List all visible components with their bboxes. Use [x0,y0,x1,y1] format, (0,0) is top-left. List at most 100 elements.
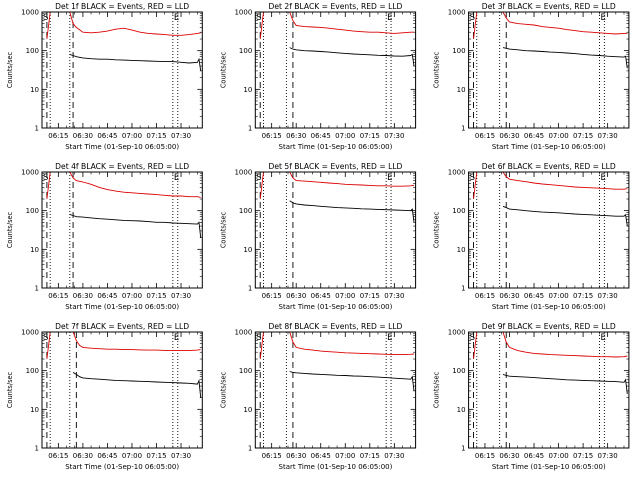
x-tick-label: 07:15 [146,292,166,300]
marker-e-label: E [600,173,605,183]
lld-series-line [473,332,628,360]
y-tick-label: 10 [30,246,39,254]
marker-s-label: S [470,173,475,183]
plot-frame [468,171,630,289]
x-tick-label: 07:15 [573,292,593,300]
y-tick-label: 1 [248,125,252,133]
y-tick-label: 100 [26,367,39,375]
plot-frame [468,331,630,449]
x-tick-label: 07:15 [360,132,380,140]
lld-series-line [473,172,628,200]
x-tick-label: 07:30 [384,292,404,300]
marker-e-label: E [174,173,179,183]
plot-frame [254,331,417,449]
y-tick-label: 1000 [234,169,252,177]
events-series-line [72,372,202,398]
x-axis-label: Start Time (01-Sep-10 06:05:00) [279,303,393,311]
panel-title: Det 1f BLACK = Events, RED = LLD [55,2,189,11]
x-tick-label: 06:30 [286,132,306,140]
y-axis-label: Counts/sec [433,51,441,88]
y-tick-label: 1000 [448,329,466,337]
y-axis-label: Counts/sec [219,51,227,88]
panel-title: Det 8f BLACK = Events, RED = LLD [268,322,402,331]
x-tick-label: 07:15 [146,452,166,460]
y-tick-label: 1000 [21,329,39,337]
detector-panel: Det 8f BLACK = Events, RED = LLD Counts/s… [219,322,417,471]
x-axis-label: Start Time (01-Sep-10 06:05:00) [279,143,393,151]
x-tick-label: 07:00 [122,132,142,140]
x-tick-label: 06:45 [311,452,331,460]
events-series-line [289,200,415,223]
x-tick-label: 07:30 [384,452,404,460]
x-axis-label: Start Time (01-Sep-10 06:05:00) [65,463,179,471]
events-series-line [289,371,415,391]
y-tick-label: 1000 [21,9,39,17]
events-series-line [69,53,202,71]
marker-e-label: E [174,13,179,23]
events-series-line [502,47,628,69]
x-tick-label: 06:45 [97,132,117,140]
x-tick-label: 06:30 [73,292,93,300]
y-tick-label: 1000 [21,169,39,177]
marker-e-label: E [387,333,392,343]
marker-s-label: S [256,13,261,23]
x-tick-label: 06:15 [475,452,495,460]
y-tick-label: 10 [457,406,466,414]
x-tick-label: 07:30 [171,452,191,460]
x-tick-label: 07:15 [360,452,380,460]
y-tick-label: 1 [248,285,252,293]
y-tick-label: 100 [239,207,252,215]
marker-s-label: S [256,333,261,343]
x-tick-label: 07:00 [122,452,142,460]
x-tick-label: 07:30 [171,132,191,140]
x-tick-label: 06:45 [97,292,117,300]
detector-panel: Det 4f BLACK = Events, RED = LLD Counts/s… [6,162,203,311]
lld-series-line [46,12,201,40]
x-axis-label: Start Time (01-Sep-10 06:05:00) [492,303,606,311]
y-axis-label: Counts/sec [6,211,14,248]
detector-panel: Det 1f BLACK = Events, RED = LLD Counts/s… [6,2,203,151]
lld-series-line [473,12,628,40]
y-tick-label: 1 [461,445,465,453]
x-axis-label: Start Time (01-Sep-10 06:05:00) [65,143,179,151]
x-tick-label: 06:15 [48,452,68,460]
y-tick-label: 10 [457,246,466,254]
x-tick-label: 07:30 [171,292,191,300]
events-series-line [502,205,628,227]
marker-e-label: E [174,333,179,343]
x-tick-label: 06:15 [475,132,495,140]
marker-e-label: E [387,13,392,23]
y-axis-label: Counts/sec [6,51,14,88]
x-tick-label: 06:30 [73,132,93,140]
x-tick-label: 07:30 [598,452,618,460]
panel-title: Det 6f BLACK = Events, RED = LLD [482,162,616,171]
x-tick-label: 07:00 [335,292,355,300]
events-series-line [289,47,415,67]
marker-s-label: S [256,173,261,183]
y-tick-label: 1 [461,285,465,293]
lld-series-line [46,332,201,360]
lld-series-line [259,172,415,200]
y-tick-label: 1 [35,125,39,133]
panel-title: Det 2f BLACK = Events, RED = LLD [268,2,402,11]
x-tick-label: 06:15 [48,292,68,300]
x-tick-label: 06:45 [524,132,544,140]
y-tick-label: 10 [243,406,252,414]
y-tick-label: 100 [452,367,465,375]
x-tick-label: 07:15 [146,132,166,140]
x-tick-label: 06:30 [499,452,519,460]
y-tick-label: 10 [30,86,39,94]
lld-series-line [259,332,415,360]
y-axis-label: Counts/sec [219,371,227,408]
x-tick-label: 07:30 [384,132,404,140]
y-tick-label: 10 [30,406,39,414]
x-tick-label: 06:30 [286,292,306,300]
y-tick-label: 1 [461,125,465,133]
plot-frame [41,331,203,449]
y-tick-label: 1 [248,445,252,453]
x-tick-label: 07:00 [122,292,142,300]
x-tick-label: 07:00 [548,292,568,300]
x-tick-label: 06:15 [262,452,282,460]
plot-frame [41,171,203,289]
x-tick-label: 06:30 [286,452,306,460]
